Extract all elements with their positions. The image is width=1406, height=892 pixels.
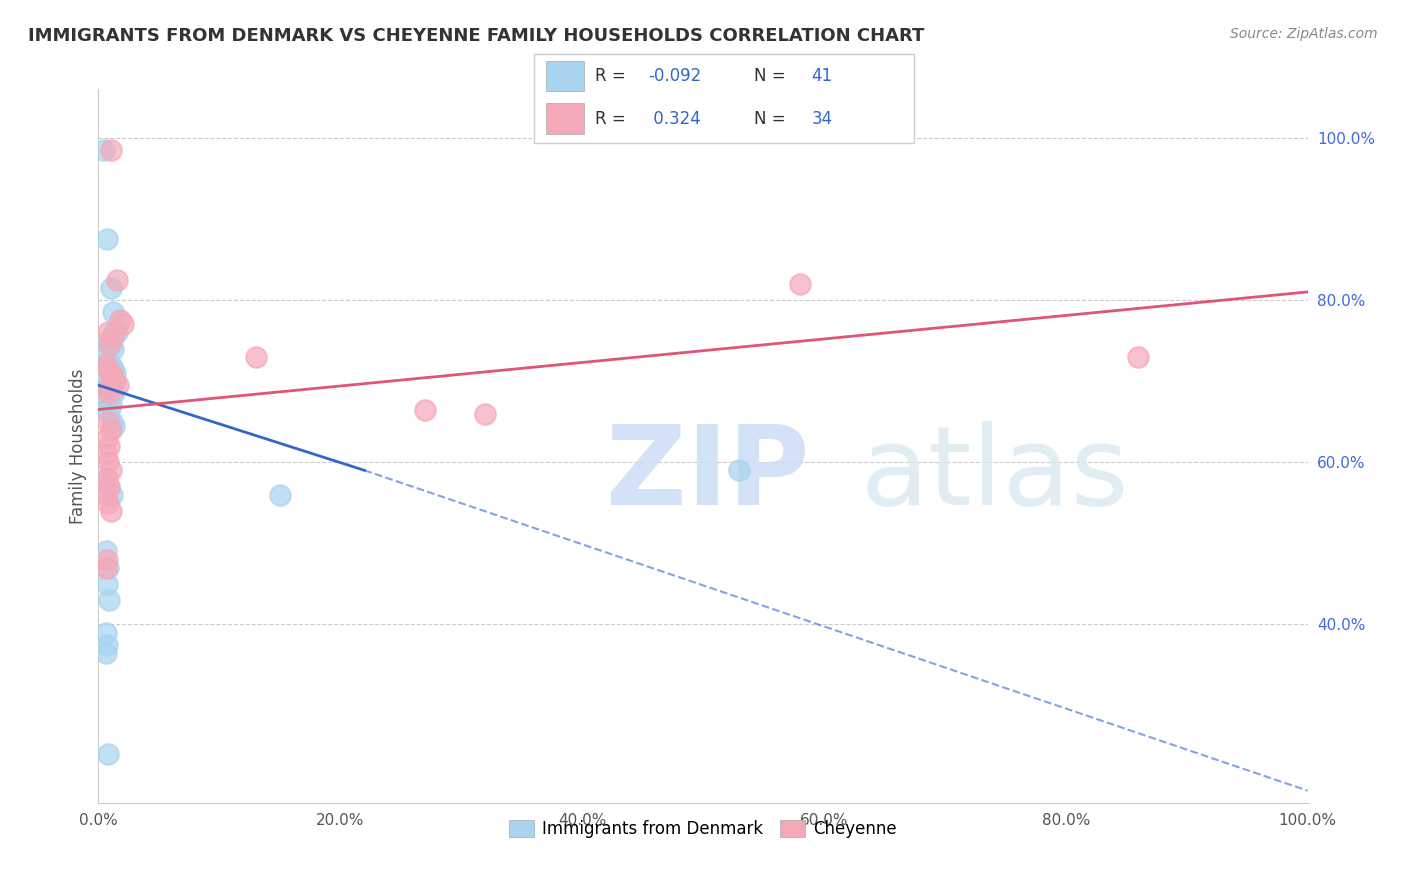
FancyBboxPatch shape [534, 54, 914, 143]
Point [98, 593, 121, 607]
Point [413, 402, 436, 417]
Point [97, 394, 120, 409]
Point [94, 646, 117, 660]
Point [103, 386, 125, 401]
Point [728, 463, 751, 477]
Point [101, 370, 124, 384]
Point [97, 362, 120, 376]
Point [105, 326, 128, 340]
Point [104, 374, 127, 388]
Text: N =: N = [755, 110, 792, 128]
Point [96, 382, 118, 396]
Text: ZIP: ZIP [606, 421, 810, 528]
Point [94, 544, 117, 558]
Point [100, 504, 122, 518]
Point [245, 350, 267, 364]
Point [94, 560, 117, 574]
Point [103, 326, 125, 340]
Point [103, 418, 125, 433]
Text: atlas: atlas [860, 421, 1129, 528]
Text: 0.324: 0.324 [648, 110, 702, 128]
Point [96, 431, 118, 445]
Point [100, 399, 122, 413]
Point [101, 329, 124, 343]
Point [96, 552, 118, 566]
Point [94, 358, 117, 372]
Point [93, 143, 115, 157]
Point [94, 447, 117, 461]
Point [98, 407, 121, 421]
Point [96, 232, 118, 246]
Text: IMMIGRANTS FROM DENMARK VS CHEYENNE FAMILY HOUSEHOLDS CORRELATION CHART: IMMIGRANTS FROM DENMARK VS CHEYENNE FAMI… [28, 27, 925, 45]
Point [107, 378, 129, 392]
Point [97, 415, 120, 429]
Point [96, 402, 118, 417]
Y-axis label: Family Households: Family Households [69, 368, 87, 524]
Point [98, 439, 121, 453]
Text: N =: N = [755, 67, 792, 85]
Point [98, 479, 121, 493]
Point [100, 358, 122, 372]
Point [98, 382, 121, 396]
Point [100, 281, 122, 295]
Point [103, 374, 125, 388]
Text: R =: R = [595, 110, 631, 128]
Point [100, 423, 122, 437]
Point [105, 273, 128, 287]
Point [98, 370, 121, 384]
Point [94, 350, 117, 364]
Point [94, 488, 117, 502]
Text: 41: 41 [811, 67, 832, 85]
Point [111, 318, 134, 332]
Point [97, 747, 120, 761]
Point [789, 277, 811, 291]
Point [100, 374, 122, 388]
Text: R =: R = [595, 67, 631, 85]
Point [100, 488, 122, 502]
Point [94, 625, 117, 640]
Point [100, 143, 122, 157]
Point [97, 496, 120, 510]
Point [97, 326, 120, 340]
Point [104, 366, 127, 380]
Point [100, 415, 122, 429]
Text: Source: ZipAtlas.com: Source: ZipAtlas.com [1230, 27, 1378, 41]
Text: -0.092: -0.092 [648, 67, 702, 85]
Point [100, 463, 122, 477]
Point [97, 334, 120, 348]
Point [96, 471, 118, 485]
Point [96, 378, 118, 392]
Point [108, 313, 131, 327]
Point [98, 337, 121, 351]
Point [96, 471, 118, 485]
Point [100, 337, 122, 351]
Point [100, 386, 122, 401]
Bar [546, 61, 583, 91]
Point [1128, 350, 1150, 364]
Point [101, 305, 124, 319]
Point [97, 354, 120, 368]
Legend: Immigrants from Denmark, Cheyenne: Immigrants from Denmark, Cheyenne [502, 813, 904, 845]
Point [101, 342, 124, 356]
Point [474, 407, 496, 421]
Text: 34: 34 [811, 110, 832, 128]
Point [96, 577, 118, 591]
Point [98, 479, 121, 493]
Point [100, 366, 122, 380]
Point [269, 488, 291, 502]
Point [94, 390, 117, 404]
Point [97, 560, 120, 574]
Point [98, 386, 121, 401]
Point [101, 362, 124, 376]
Point [97, 455, 120, 469]
Point [96, 638, 118, 652]
Bar [546, 103, 583, 134]
